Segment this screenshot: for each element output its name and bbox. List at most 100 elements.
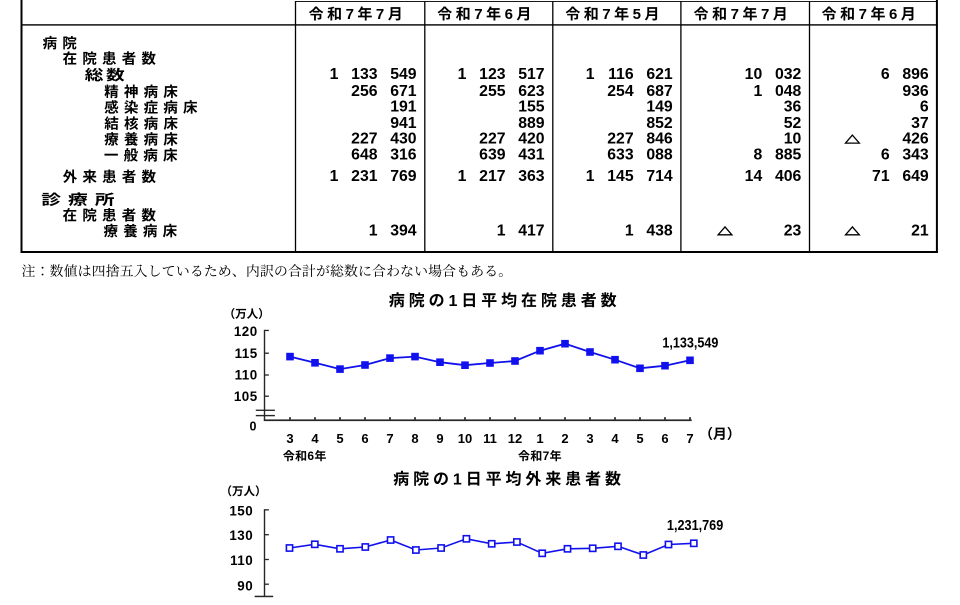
svg-text:191: 191	[390, 99, 417, 116]
svg-text:846: 846	[646, 131, 673, 148]
svg-text:120: 120	[234, 324, 258, 339]
svg-text:7: 7	[376, 6, 384, 23]
svg-text:133: 133	[351, 66, 378, 83]
svg-text:7: 7	[686, 431, 693, 446]
svg-text:1,133,549: 1,133,549	[662, 335, 718, 351]
svg-text:110: 110	[235, 367, 258, 382]
svg-text:123: 123	[479, 66, 506, 83]
svg-text:7: 7	[602, 6, 610, 23]
svg-text:363: 363	[518, 168, 545, 185]
svg-text:5: 5	[336, 431, 343, 446]
svg-text:621: 621	[646, 66, 673, 83]
svg-text:36: 36	[784, 99, 802, 116]
svg-text:316: 316	[390, 147, 417, 164]
svg-text:217: 217	[479, 168, 506, 185]
svg-text:11: 11	[483, 431, 497, 446]
svg-text:7: 7	[346, 6, 354, 23]
svg-text:6: 6	[505, 6, 513, 23]
svg-text:1: 1	[453, 471, 462, 488]
svg-text:936: 936	[902, 83, 929, 100]
svg-text:517: 517	[518, 66, 545, 83]
svg-text:1: 1	[753, 83, 762, 100]
svg-text:227: 227	[351, 131, 378, 148]
svg-text:6: 6	[307, 449, 314, 463]
svg-text:406: 406	[775, 168, 802, 185]
svg-text:714: 714	[646, 168, 673, 185]
svg-text:255: 255	[479, 83, 506, 100]
svg-text:1: 1	[458, 168, 467, 185]
svg-text:23: 23	[784, 222, 802, 239]
svg-text:6: 6	[920, 99, 929, 116]
svg-text:21: 21	[911, 222, 929, 239]
svg-text:1: 1	[497, 222, 506, 239]
svg-text:426: 426	[902, 131, 929, 148]
svg-text:417: 417	[518, 222, 545, 239]
svg-text:1,231,769: 1,231,769	[667, 518, 723, 534]
svg-text:1: 1	[330, 168, 339, 185]
svg-text:430: 430	[390, 131, 417, 148]
svg-text:6: 6	[361, 431, 368, 446]
svg-text:0: 0	[249, 420, 256, 434]
svg-text:7: 7	[731, 6, 739, 23]
svg-text:256: 256	[351, 83, 378, 100]
svg-text:254: 254	[607, 83, 634, 100]
svg-text:7: 7	[386, 431, 393, 446]
svg-text:5: 5	[636, 431, 643, 446]
svg-text:7: 7	[761, 6, 769, 23]
svg-text:885: 885	[775, 147, 802, 164]
svg-text:3: 3	[286, 431, 293, 446]
svg-text:155: 155	[518, 99, 545, 116]
svg-text:145: 145	[607, 168, 634, 185]
svg-text:115: 115	[235, 346, 258, 361]
svg-text:431: 431	[518, 147, 545, 164]
svg-text:3: 3	[586, 431, 593, 446]
svg-text:941: 941	[390, 115, 417, 132]
svg-text:420: 420	[518, 131, 545, 148]
svg-text:1: 1	[369, 222, 378, 239]
svg-text:623: 623	[518, 83, 545, 100]
svg-text:6: 6	[881, 66, 890, 83]
svg-text:227: 227	[479, 131, 506, 148]
svg-text:12: 12	[508, 431, 522, 446]
svg-text:639: 639	[479, 147, 506, 164]
svg-text:1: 1	[586, 168, 595, 185]
svg-text:852: 852	[646, 115, 673, 132]
svg-text:7: 7	[474, 6, 482, 23]
svg-text:1: 1	[625, 222, 634, 239]
svg-text:549: 549	[390, 66, 417, 83]
svg-text:6: 6	[661, 431, 668, 446]
svg-text:116: 116	[608, 66, 634, 83]
svg-text:1: 1	[449, 293, 458, 310]
svg-text:088: 088	[646, 147, 673, 164]
svg-text:1: 1	[536, 431, 543, 446]
svg-text:438: 438	[646, 222, 673, 239]
svg-text:105: 105	[234, 389, 258, 404]
svg-text:6: 6	[889, 6, 897, 23]
svg-text:1: 1	[458, 66, 467, 83]
svg-text:6: 6	[881, 147, 890, 164]
svg-text:14: 14	[745, 168, 763, 185]
svg-text:648: 648	[351, 147, 378, 164]
svg-text:7: 7	[859, 6, 867, 23]
svg-text:90: 90	[237, 579, 253, 594]
svg-text:032: 032	[775, 66, 802, 83]
svg-text:1: 1	[330, 66, 339, 83]
svg-text:8: 8	[411, 431, 418, 446]
svg-text:4: 4	[311, 431, 319, 446]
svg-text:769: 769	[390, 168, 417, 185]
svg-text:7: 7	[543, 449, 550, 463]
svg-text:10: 10	[458, 431, 472, 446]
svg-text:633: 633	[607, 147, 634, 164]
svg-text:110: 110	[230, 553, 253, 568]
svg-text:149: 149	[646, 99, 673, 116]
svg-text:2: 2	[561, 431, 568, 446]
svg-text:227: 227	[607, 131, 634, 148]
svg-text:150: 150	[229, 504, 253, 519]
svg-text:9: 9	[436, 431, 443, 446]
svg-text:71: 71	[872, 168, 890, 185]
svg-text:649: 649	[902, 168, 929, 185]
svg-text:687: 687	[646, 83, 673, 100]
svg-text:5: 5	[633, 6, 641, 23]
svg-text:10: 10	[745, 66, 763, 83]
svg-text:231: 231	[351, 168, 378, 185]
